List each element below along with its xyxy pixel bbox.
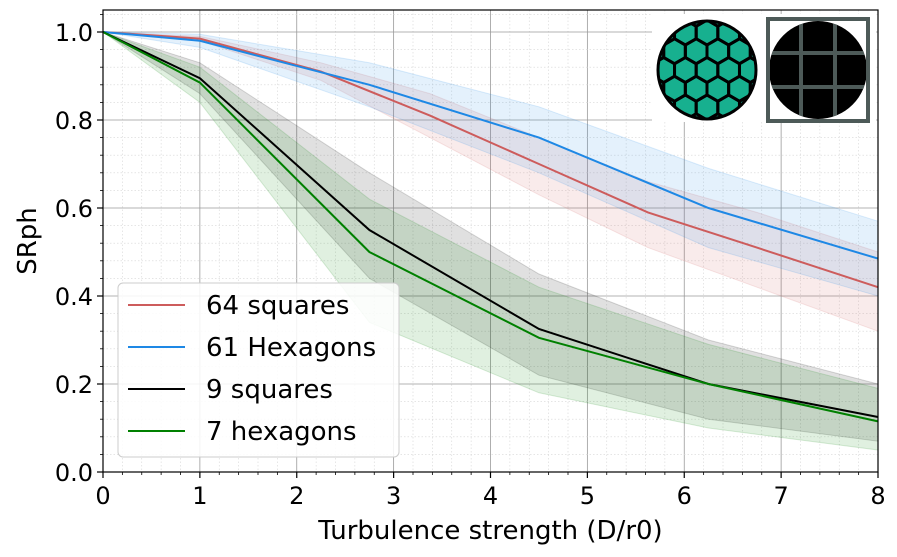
- legend-label: 7 hexagons: [206, 417, 357, 447]
- x-tick-label: 4: [483, 482, 498, 510]
- series-lines: [102, 31, 879, 423]
- x-tick-label: 7: [773, 482, 788, 510]
- hexagon-cell: [631, 58, 653, 83]
- x-tick-label: 3: [386, 482, 401, 510]
- y-tick-label: 0.2: [55, 371, 93, 399]
- inset-icons: [610, 1, 876, 139]
- axis-ticks: 0 1 2 3 4 5 6 7 8 0.0 0.2 0.4 0.6 0.8 1.0: [55, 13, 886, 510]
- hexagon-pupil-icon: [610, 1, 758, 139]
- x-tick-label: 5: [580, 482, 595, 510]
- legend: 64 squares 61 Hexagons 9 squares 7 hexagons: [117, 282, 400, 458]
- x-tick-label: 2: [289, 482, 304, 510]
- y-tick-label: 0.0: [55, 459, 93, 487]
- y-axis-label: SRph: [13, 207, 43, 275]
- hexagon-cell: [610, 58, 632, 83]
- hexagon-cell: [620, 76, 642, 101]
- x-tick-label: 8: [870, 482, 885, 510]
- hexagon-cell: [620, 39, 642, 64]
- legend-label: 9 squares: [206, 375, 333, 405]
- y-tick-label: 0.6: [55, 195, 93, 223]
- series-line-7-hexagons: [102, 31, 879, 423]
- x-tick-label: 1: [192, 482, 207, 510]
- hexagon-cell: [705, 112, 731, 119]
- x-tick-label: 0: [95, 482, 110, 510]
- square-grid-pupil-icon: [766, 17, 870, 123]
- hexagon-cell: [631, 95, 653, 120]
- hexagon-cell: [610, 20, 632, 45]
- series-line-61-hexagons: [102, 31, 879, 260]
- legend-box: [117, 282, 400, 458]
- y-tick-label: 0.8: [55, 107, 93, 135]
- y-tick-label: 1.0: [55, 19, 93, 47]
- x-tick-label: 6: [677, 482, 692, 510]
- legend-label: 64 squares: [206, 291, 349, 321]
- hexagon-cell: [683, 112, 709, 119]
- hexagon-cell: [631, 20, 653, 45]
- y-tick-label: 0.4: [55, 283, 93, 311]
- hexagon-cell: [610, 95, 632, 120]
- hexagon-cell: [620, 1, 642, 26]
- hexagon-cell: [620, 114, 642, 139]
- x-axis-label: Turbulence strength (D/r0): [317, 516, 662, 546]
- series-line-64-squares: [102, 31, 879, 289]
- legend-label: 61 Hexagons: [206, 333, 376, 363]
